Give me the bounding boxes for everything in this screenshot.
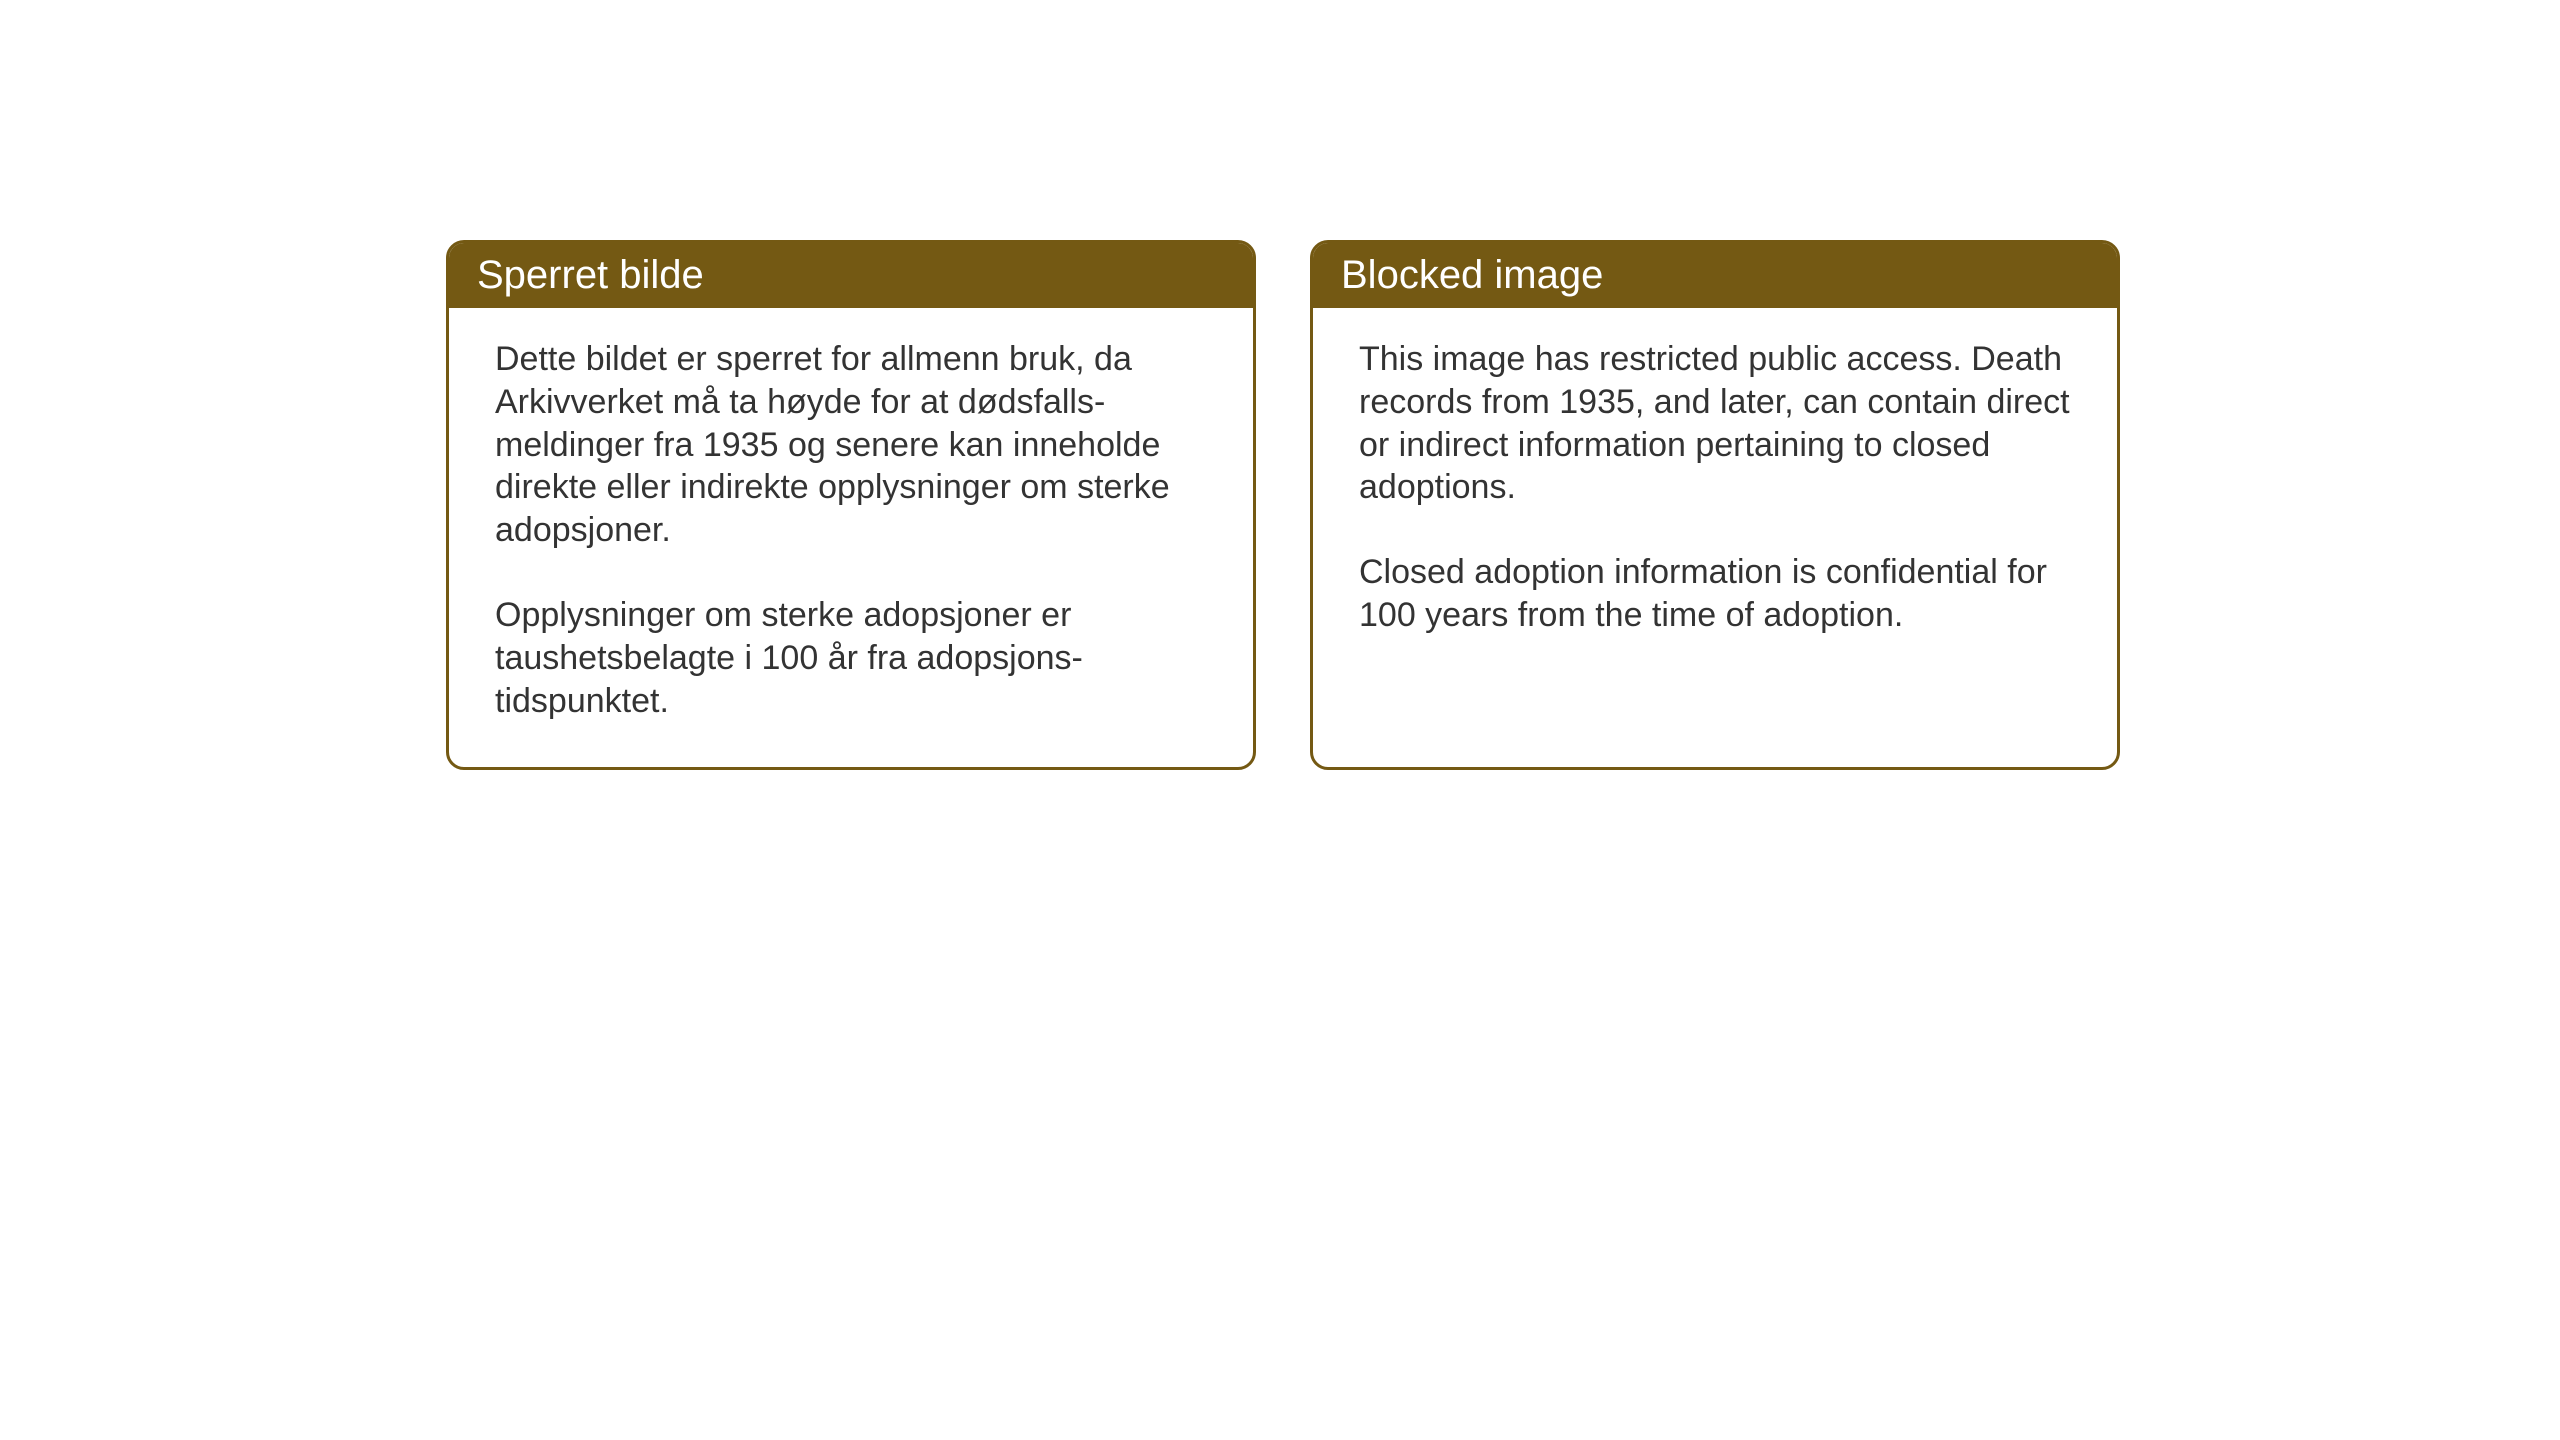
norwegian-paragraph-1: Dette bildet er sperret for allmenn bruk…	[495, 338, 1207, 552]
english-card: Blocked image This image has restricted …	[1310, 240, 2120, 770]
english-card-title: Blocked image	[1313, 243, 2117, 308]
norwegian-card: Sperret bilde Dette bildet er sperret fo…	[446, 240, 1256, 770]
english-paragraph-2: Closed adoption information is confident…	[1359, 551, 2071, 637]
cards-container: Sperret bilde Dette bildet er sperret fo…	[446, 240, 2120, 770]
english-card-body: This image has restricted public access.…	[1313, 308, 2117, 681]
norwegian-card-title: Sperret bilde	[449, 243, 1253, 308]
norwegian-card-body: Dette bildet er sperret for allmenn bruk…	[449, 308, 1253, 767]
norwegian-paragraph-2: Opplysninger om sterke adopsjoner er tau…	[495, 594, 1207, 722]
english-paragraph-1: This image has restricted public access.…	[1359, 338, 2071, 509]
